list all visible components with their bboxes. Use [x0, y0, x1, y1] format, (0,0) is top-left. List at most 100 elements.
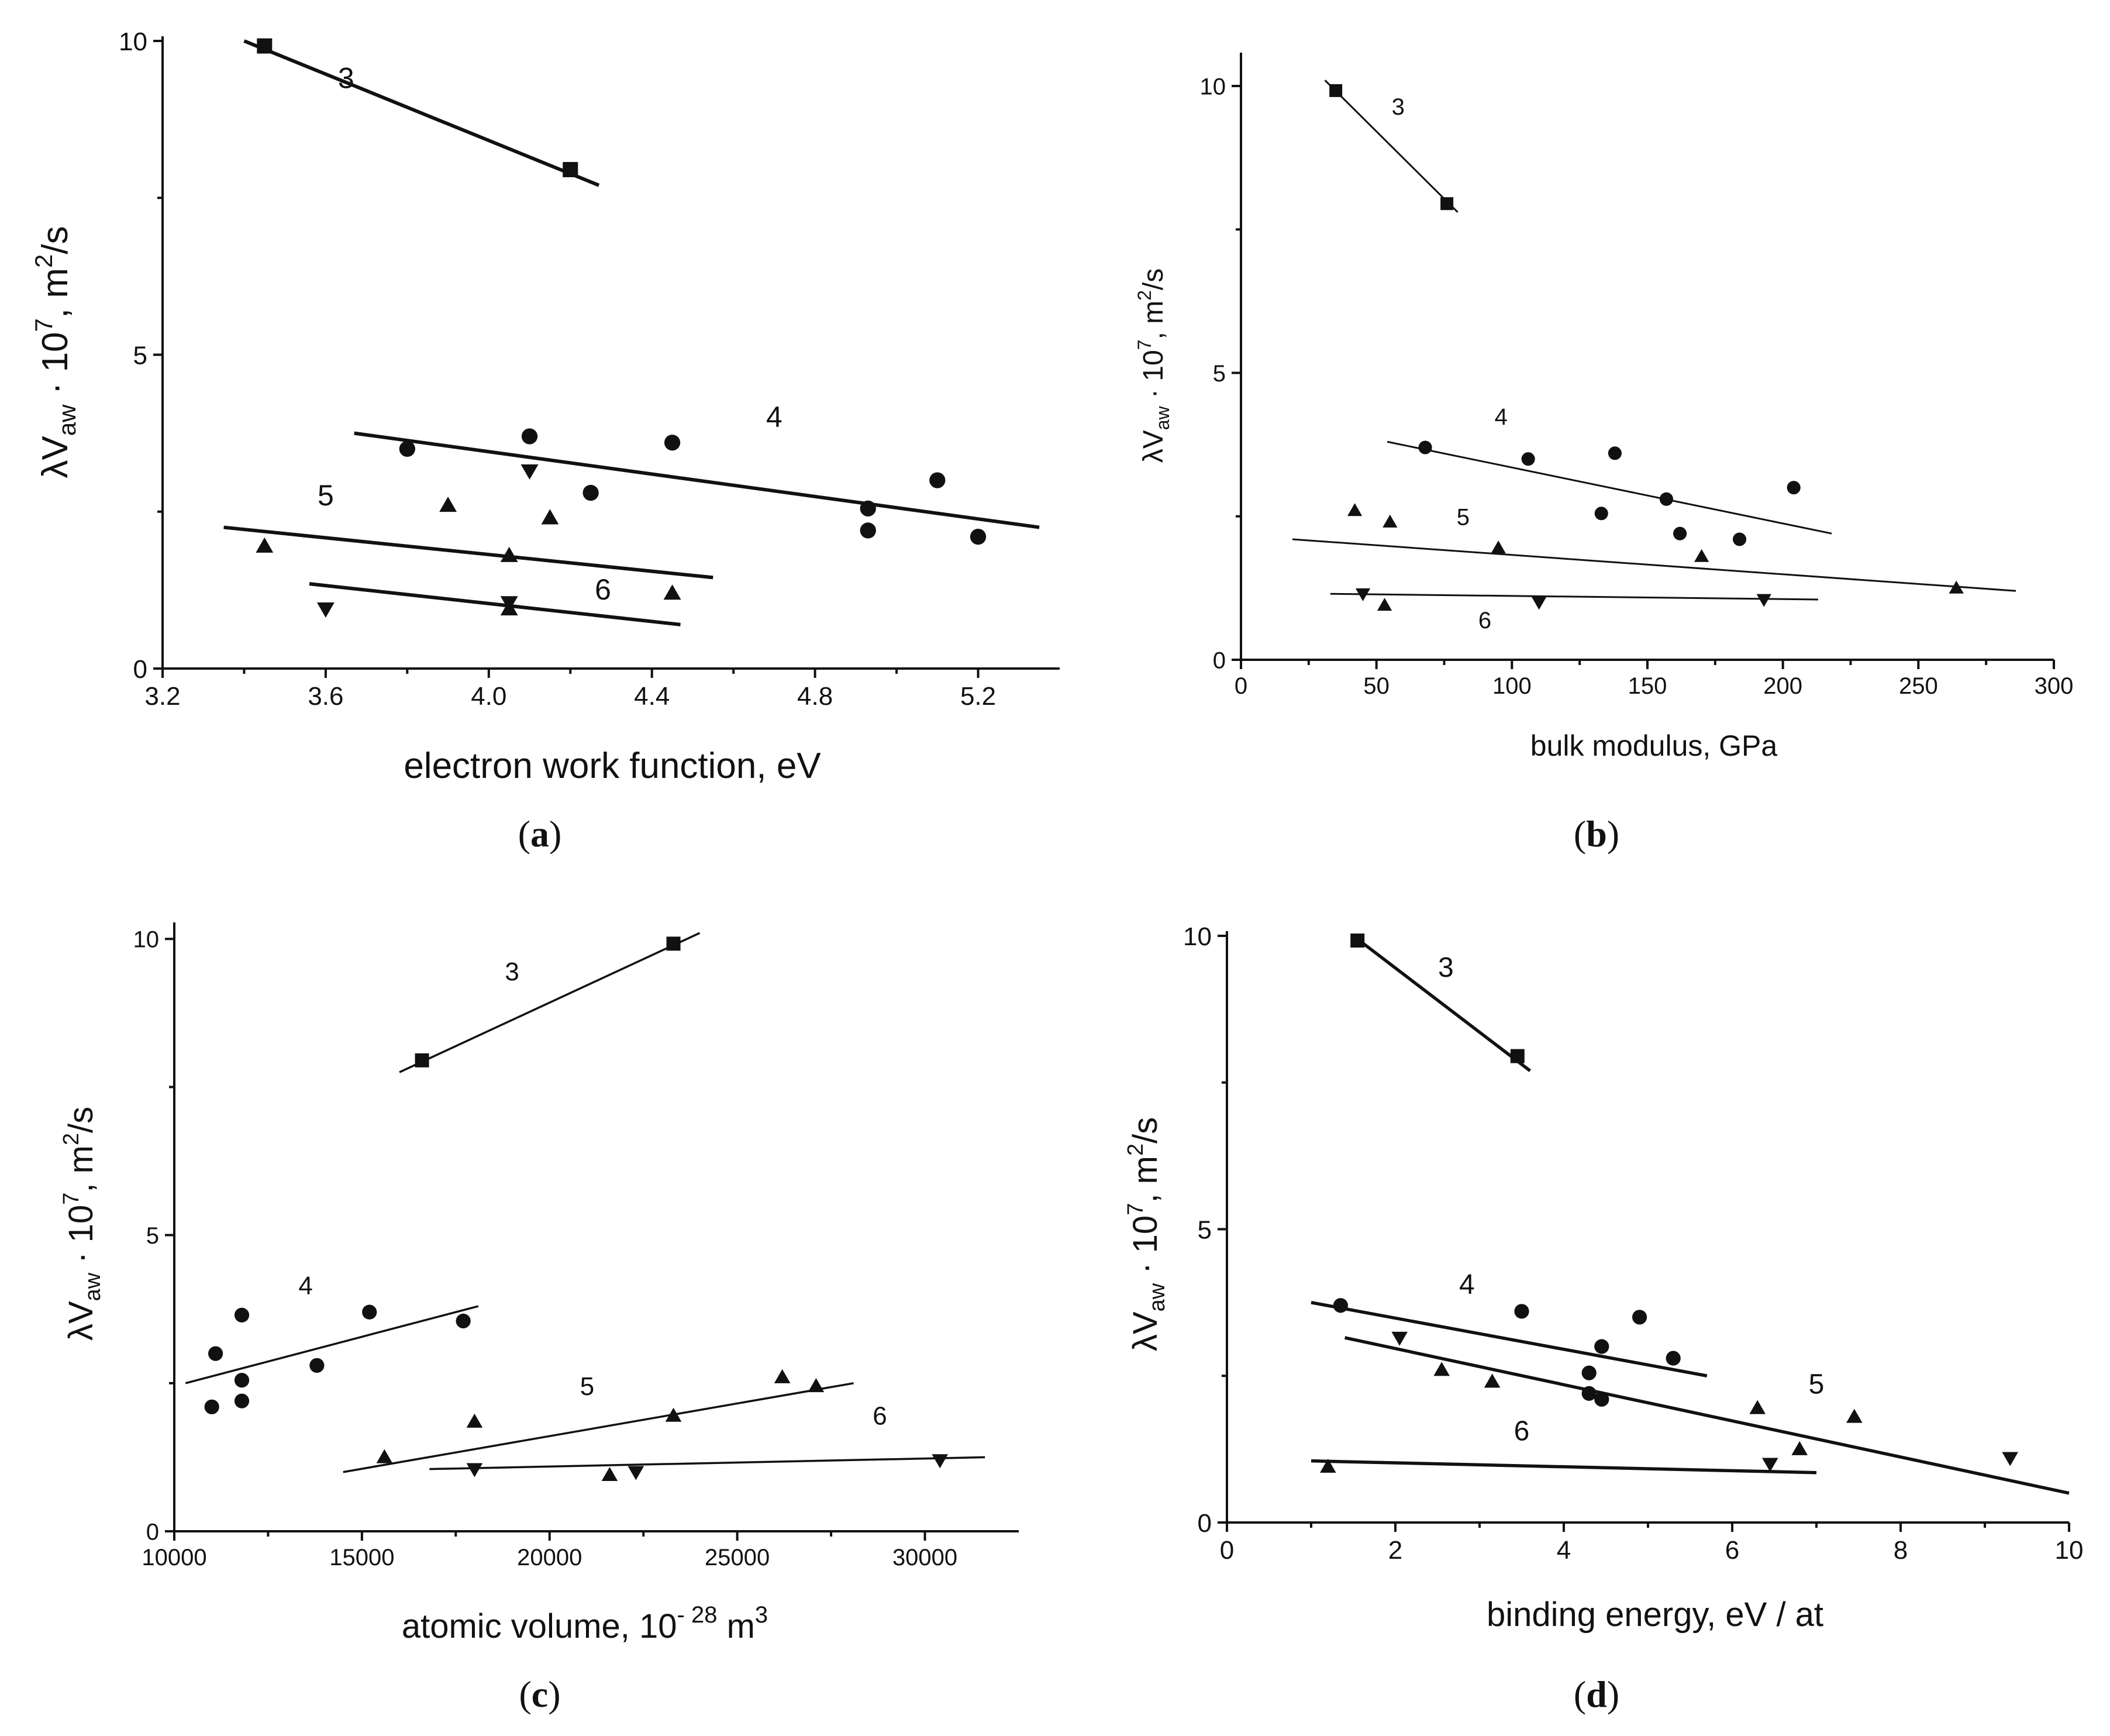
- data-point-series-5: [1382, 514, 1398, 528]
- y-tick-label: 10: [133, 927, 160, 953]
- x-tick-label: 300: [2035, 673, 2074, 699]
- data-point-series-4: [1666, 1351, 1681, 1366]
- data-point-series-3: [1440, 197, 1454, 211]
- panel-d: λVaw · 107, m2/s binding energy, eV / at…: [1123, 922, 2083, 1715]
- y-tick-label: 5: [1198, 1215, 1212, 1244]
- series-label-6: 6: [873, 1402, 887, 1431]
- series-label-5: 5: [318, 479, 334, 512]
- data-point-series-4: [1673, 526, 1687, 540]
- fit-line-series-3: [399, 932, 701, 1073]
- data-point-series-5: [466, 1413, 483, 1428]
- data-point-series-4: [664, 435, 681, 451]
- x-tick-label: 0: [1235, 673, 1247, 699]
- x-axis-label: binding energy, eV / at: [1487, 1596, 1823, 1634]
- data-point-series-5: [1320, 1458, 1336, 1473]
- data-point-series-6: [628, 1466, 644, 1480]
- series-label-5: 5: [1457, 504, 1470, 530]
- fit-line-series-4: [1311, 1301, 1708, 1377]
- fit-line-series-3: [1324, 80, 1459, 213]
- data-point-series-4: [521, 428, 538, 445]
- data-point-series-3: [1350, 934, 1365, 948]
- data-point-series-4: [1594, 1391, 1609, 1407]
- data-point-series-6: [500, 596, 518, 612]
- y-tick-label: 5: [133, 341, 147, 370]
- data-point-series-6: [932, 1454, 949, 1469]
- panel-caption: (c): [519, 1673, 560, 1715]
- x-tick-label: 4.0: [471, 682, 506, 711]
- series-label-3: 3: [1438, 952, 1454, 983]
- data-point-series-4: [234, 1307, 250, 1322]
- series-label-5: 5: [1809, 1369, 1825, 1400]
- fit-line-series-6: [1311, 1459, 1817, 1475]
- data-point-series-4: [1632, 1310, 1647, 1325]
- data-point-series-4: [582, 484, 599, 501]
- data-point-series-4: [1732, 532, 1747, 546]
- panel-a: λVaw · 107, m2/s electron work function,…: [30, 27, 1060, 855]
- x-tick-label: 50: [1363, 673, 1390, 699]
- data-point-series-4: [970, 529, 987, 545]
- fit-line-series-6: [429, 1456, 985, 1470]
- data-point-series-4: [1594, 507, 1608, 521]
- data-point-series-5: [1791, 1441, 1808, 1455]
- axes-frame: [1226, 931, 2069, 1524]
- data-point-series-6: [466, 1463, 483, 1477]
- axes-frame: [161, 36, 1060, 670]
- fit-line-series-4: [354, 431, 1040, 529]
- data-point-series-5: [774, 1369, 791, 1383]
- data-point-series-4: [1594, 1339, 1609, 1354]
- data-point-series-3: [257, 38, 273, 54]
- y-axis-label: λVaw · 107, m2/s: [1123, 1117, 1170, 1351]
- series-label-4: 4: [1459, 1269, 1475, 1300]
- series-label-3: 3: [1392, 94, 1405, 120]
- panel-c: λVaw · 107, m2/s atomic volume, 10- 28 m…: [59, 922, 1019, 1715]
- series-label-4: 4: [1495, 404, 1508, 430]
- data-point-series-4: [1608, 446, 1622, 460]
- x-tick-label: 25000: [705, 1545, 770, 1570]
- fit-line-series-5: [1344, 1336, 2070, 1495]
- x-tick-label: 200: [1763, 673, 1802, 699]
- data-point-series-5: [665, 1407, 682, 1422]
- y-tick-label: 0: [1198, 1509, 1212, 1538]
- data-point-series-5: [1491, 540, 1506, 554]
- data-point-series-6: [2002, 1452, 2018, 1466]
- x-tick-label: 4: [1557, 1536, 1571, 1565]
- data-point-series-4: [1787, 481, 1801, 495]
- x-tick-label: 3.2: [144, 682, 180, 711]
- axes-frame: [1240, 53, 2054, 661]
- data-point-series-3: [563, 161, 578, 177]
- data-point-series-5: [1484, 1373, 1501, 1388]
- y-tick-label: 10: [1183, 922, 1212, 951]
- axes-frame: [173, 922, 1019, 1532]
- data-point-series-5: [500, 546, 518, 562]
- data-point-series-4: [234, 1393, 250, 1408]
- data-point-series-6: [1391, 1331, 1408, 1346]
- data-point-series-4: [1418, 440, 1432, 454]
- data-point-series-5: [1949, 580, 1964, 594]
- fit-line-series-5: [1292, 538, 2016, 592]
- fit-line-series-4: [185, 1305, 479, 1384]
- data-point-series-4: [399, 440, 416, 457]
- x-tick-label: 30000: [892, 1545, 957, 1570]
- x-tick-label: 250: [1899, 673, 1938, 699]
- data-point-series-4: [1521, 452, 1535, 466]
- series-label-3: 3: [505, 957, 519, 986]
- data-point-series-5: [376, 1449, 393, 1463]
- panel-caption: (a): [518, 813, 562, 855]
- data-point-series-4: [1581, 1365, 1597, 1380]
- data-point-series-4: [860, 500, 876, 517]
- y-axis-label: λVaw · 107, m2/s: [1134, 268, 1173, 463]
- data-point-series-4: [1514, 1304, 1529, 1319]
- x-tick-label: 0: [1220, 1536, 1234, 1565]
- y-tick-label: 10: [119, 27, 147, 56]
- data-point-series-4: [1659, 492, 1673, 506]
- data-point-series-5: [1749, 1400, 1766, 1414]
- x-tick-label: 10000: [142, 1545, 206, 1570]
- data-point-series-5: [1377, 598, 1392, 611]
- series-label-3: 3: [338, 61, 354, 94]
- data-point-series-5: [541, 509, 559, 525]
- data-point-series-4: [929, 472, 946, 488]
- data-point-series-5: [808, 1378, 825, 1393]
- fit-line-series-5: [223, 525, 713, 580]
- series-label-4: 4: [298, 1272, 312, 1300]
